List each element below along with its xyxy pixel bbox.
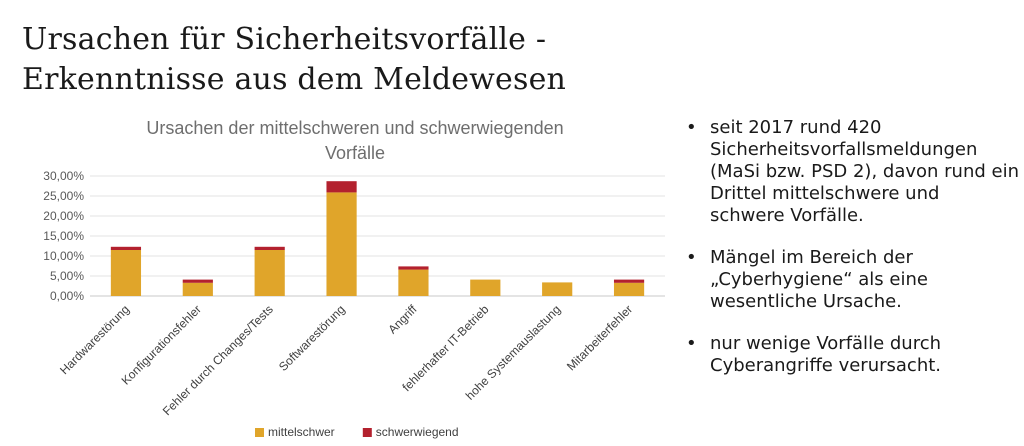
y-tick-label: 10,00% (43, 249, 84, 263)
bar-mittelschwer (182, 282, 213, 296)
legend-swatch-mittelschwer (255, 428, 264, 437)
bar-mittelschwer (326, 192, 357, 296)
bar-schwerwiegend (110, 246, 142, 250)
slide-title-line-2: Erkenntnisse aus dem Meldewesen (22, 62, 567, 97)
bar-schwerwiegend (254, 246, 285, 250)
y-tick-label: 0,00% (50, 289, 84, 303)
bar-schwerwiegend (182, 279, 213, 283)
bar-schwerwiegend (326, 181, 357, 193)
chart-title: Ursachen der mittelschweren und schwerwi… (146, 118, 563, 138)
bullet-item: seit 2017 rund 420 Sicherheitsvorfallsme… (684, 117, 1019, 227)
legend-swatch-schwerwiegend (362, 428, 372, 437)
y-tick-label: 25,00% (43, 189, 84, 203)
chart-title: Vorfälle (325, 143, 385, 163)
bar-mittelschwer (110, 250, 142, 296)
slide-title: Ursachen für Sicherheitsvorfälle - Erken… (22, 20, 566, 100)
bullet-list: seit 2017 rund 420 Sicherheitsvorfallsme… (684, 117, 1019, 397)
bar-schwerwiegend (613, 279, 645, 283)
bullet-item: Mängel im Bereich der „Cyberhygiene“ als… (684, 247, 1019, 313)
legend-label: mittelschwer (268, 425, 335, 439)
legend-label: schwerwiegend (376, 425, 459, 439)
bar-mittelschwer (470, 279, 501, 296)
bar-mittelschwer (613, 282, 645, 296)
bar-mittelschwer (542, 282, 573, 296)
x-tick-label: Konfigurationsfehler (119, 302, 204, 387)
y-tick-label: 15,00% (43, 229, 84, 243)
x-tick-label: Angriff (385, 302, 420, 337)
y-tick-label: 5,00% (50, 269, 84, 283)
x-tick-label: Hardwarestörung (57, 302, 132, 377)
x-tick-label: Softwarestörung (276, 302, 348, 374)
y-tick-label: 30,00% (43, 169, 84, 183)
stacked-bar-chart: Ursachen der mittelschweren und schwerwi… (43, 118, 665, 439)
slide-title-line-1: Ursachen für Sicherheitsvorfälle - (22, 22, 547, 57)
bar-mittelschwer (254, 250, 285, 296)
bullet-item: nur wenige Vorfälle durch Cyberangriffe … (684, 333, 1019, 377)
y-tick-label: 20,00% (43, 209, 84, 223)
x-tick-label: Mitarbeiterfehler (564, 302, 635, 373)
bar-mittelschwer (398, 269, 429, 296)
bar-schwerwiegend (398, 266, 429, 270)
